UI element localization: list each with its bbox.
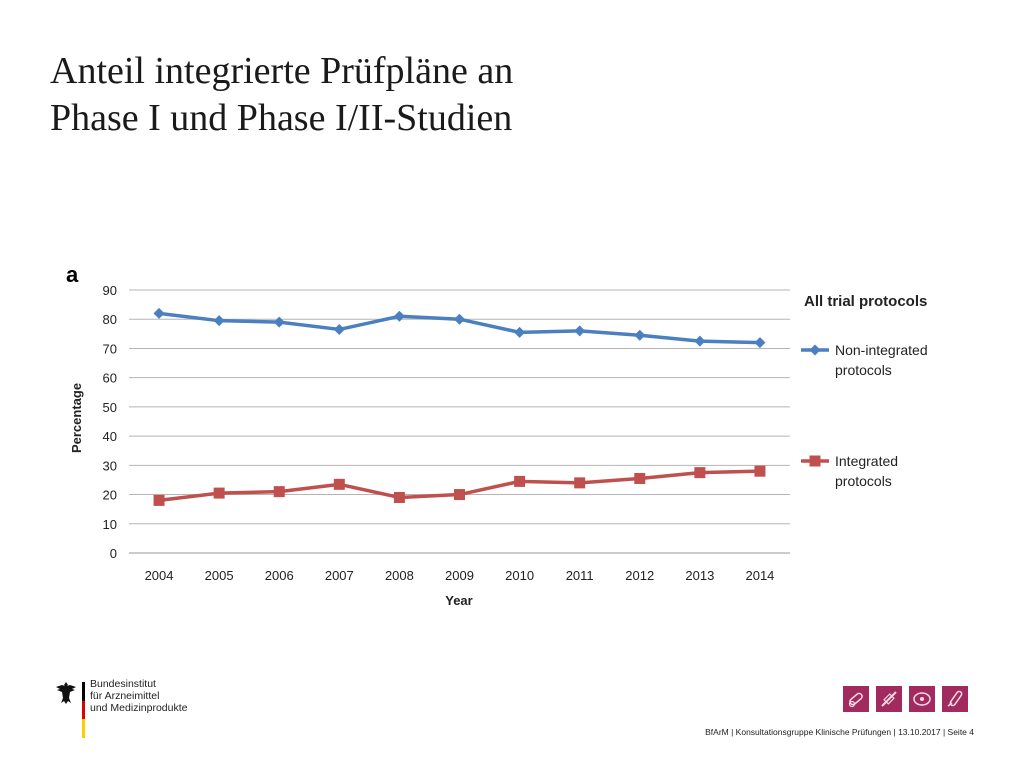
institute-line2: für Arzneimittel — [90, 690, 160, 702]
data-point — [754, 465, 766, 477]
panel-label: a — [66, 262, 79, 287]
data-point — [514, 326, 526, 338]
y-tick-label: 70 — [103, 341, 117, 356]
institute-logo: Bundesinstitut für Arzneimittel und Medi… — [54, 676, 204, 740]
x-tick-label: 2005 — [205, 568, 234, 583]
y-tick-label: 10 — [103, 517, 117, 532]
x-tick-label: 2013 — [685, 568, 714, 583]
y-axis-label: Percentage — [69, 383, 84, 453]
data-point — [213, 315, 225, 327]
data-point — [634, 472, 646, 484]
slide-title-line1: Anteil integrierte Prüfpläne an — [50, 50, 514, 92]
data-point — [153, 307, 165, 319]
legend: All trial protocols Non-integrated protoc… — [801, 293, 928, 489]
data-point — [273, 486, 285, 498]
data-point — [454, 489, 465, 501]
y-tick-label: 60 — [103, 371, 117, 386]
y-tick-labels: 0 10 20 30 40 50 60 70 80 90 — [103, 283, 117, 561]
series-integrated — [153, 465, 766, 506]
series-lines — [153, 307, 766, 506]
x-tick-label: 2009 — [445, 568, 474, 583]
data-point — [273, 316, 285, 328]
legend-marker — [809, 455, 821, 467]
institute-line3: und Medizinprodukte — [90, 702, 188, 714]
data-point — [333, 323, 345, 335]
legend-label: protocols — [835, 473, 892, 489]
x-tick-label: 2004 — [145, 568, 174, 583]
y-tick-label: 0 — [110, 546, 117, 561]
y-tick-label: 90 — [103, 283, 117, 298]
x-tick-label: 2008 — [385, 568, 414, 583]
data-point — [514, 475, 526, 487]
y-tick-label: 50 — [103, 400, 117, 415]
syringe-icon — [876, 686, 902, 712]
x-tick-labels: 2004 2005 2006 2007 2008 2009 2010 2011 2012 2013… — [145, 568, 775, 583]
legend-item: Integrated protocols — [801, 453, 898, 489]
data-point — [213, 487, 225, 499]
data-point — [393, 491, 405, 503]
data-point — [393, 310, 405, 322]
bandage-icon — [909, 686, 935, 712]
footer-text: BfArM | Konsultationsgruppe Klinische Pr… — [705, 727, 974, 737]
x-axis-label: Year — [445, 593, 472, 608]
y-tick-label: 80 — [103, 312, 117, 327]
legend-marker — [809, 344, 821, 356]
y-tick-label: 20 — [103, 488, 117, 503]
data-point — [634, 329, 646, 341]
x-tick-label: 2010 — [505, 568, 534, 583]
data-point — [333, 478, 345, 490]
slide-title-line2: Phase I und Phase I/II-Studien — [50, 97, 513, 139]
institute-name: Bundesinstitut für Arzneimittel und Medi… — [90, 678, 187, 714]
series-non-integrated — [153, 307, 766, 349]
data-point — [694, 467, 706, 479]
x-tick-label: 2011 — [566, 568, 594, 583]
legend-item: Non-integrated protocols — [801, 342, 928, 378]
data-point — [754, 337, 766, 349]
data-point — [694, 335, 706, 347]
institute-line1: Bundesinstitut — [90, 678, 156, 690]
y-tick-label: 30 — [103, 458, 117, 473]
legend-title: All trial protocols — [804, 293, 927, 310]
x-tick-label: 2007 — [325, 568, 354, 583]
x-tick-label: 2012 — [625, 568, 654, 583]
slide-title: Anteil integrierte Prüfpläne an Phase I … — [50, 48, 513, 142]
eagle-icon — [56, 682, 76, 704]
legend-label: protocols — [835, 362, 892, 378]
y-tick-label: 40 — [103, 429, 117, 444]
data-point — [153, 494, 165, 506]
german-flag-bar — [82, 682, 85, 738]
legend-label: Non-integrated — [835, 342, 928, 358]
x-tick-label: 2014 — [745, 568, 774, 583]
x-tick-label: 2006 — [265, 568, 294, 583]
data-point — [454, 313, 465, 325]
pill-icon — [843, 686, 869, 712]
legend-label: Integrated — [835, 453, 898, 469]
data-point — [574, 325, 586, 337]
data-point — [574, 477, 586, 489]
test-tube-icon — [942, 686, 968, 712]
gridlines — [129, 289, 790, 525]
